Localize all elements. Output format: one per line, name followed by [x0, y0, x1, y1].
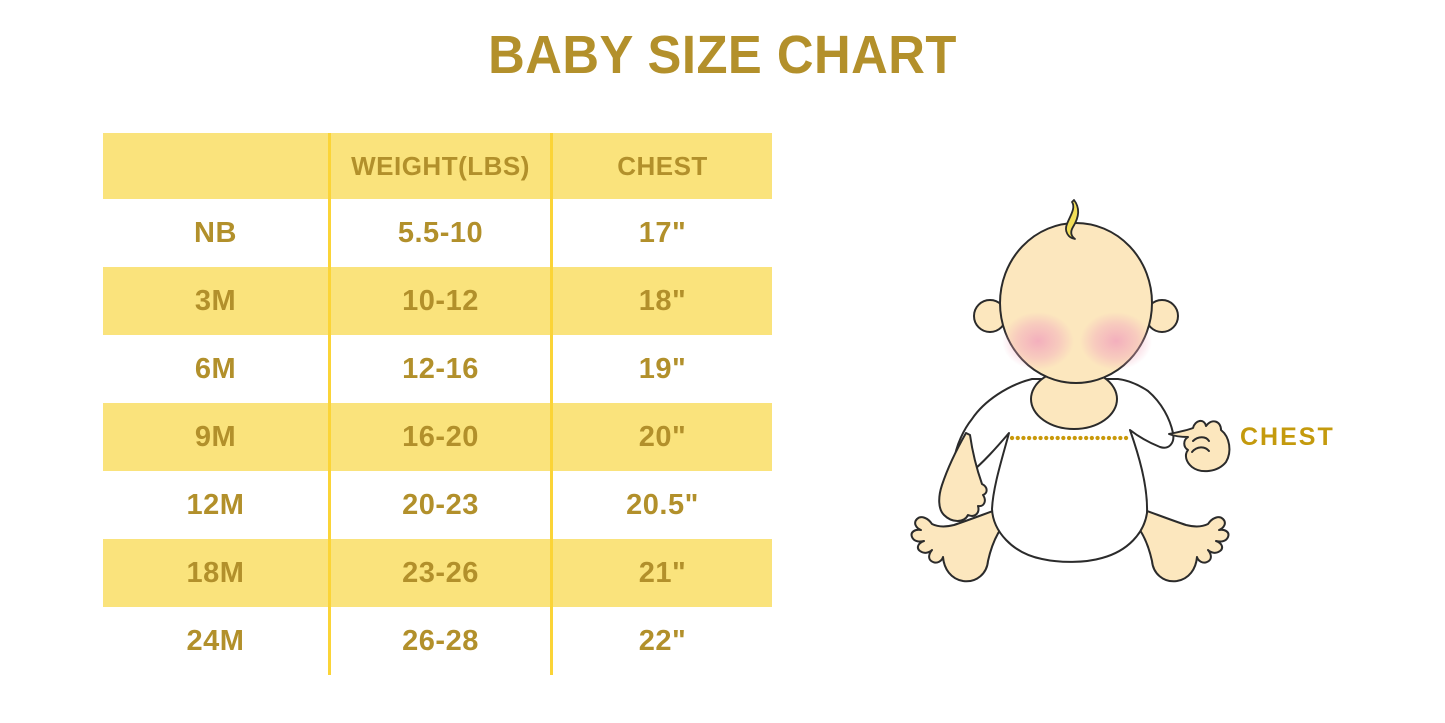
size-cell: 6M [194, 352, 237, 385]
chest-cell: 20.5" [550, 471, 772, 539]
chest-cell: 22" [550, 607, 772, 675]
size-cell: 3M [194, 284, 237, 317]
baby-right-leg [1125, 504, 1230, 583]
weight-cell: 12-16 [328, 335, 550, 403]
table-row: 3M 10-12 18" [103, 267, 772, 335]
size-cell: 18M [186, 556, 245, 589]
baby-fist-finger-lines [1191, 436, 1210, 453]
table-row: 12M 20-23 20.5" [103, 471, 772, 539]
baby-right-arm [1168, 420, 1231, 473]
size-cell: 9M [194, 420, 237, 453]
chest-cell: 20" [550, 403, 772, 471]
header-size-cell [103, 133, 328, 199]
chest-cell: 17" [550, 199, 772, 267]
baby-illustration [910, 199, 1231, 583]
weight-cell: 16-20 [328, 403, 550, 471]
size-cell: 24M [186, 624, 245, 657]
table-row: 6M 12-16 19" [103, 335, 772, 403]
table-row: 24M 26-28 22" [103, 607, 772, 675]
weight-cell: 26-28 [328, 607, 550, 675]
header-weight-cell: WEIGHT(LBS) [328, 133, 550, 199]
baby-left-leg [910, 504, 1015, 583]
baby-right-cheek-blush [1080, 312, 1152, 370]
weight-cell: 10-12 [328, 267, 550, 335]
baby-left-arm [938, 432, 988, 522]
page-title: BABY SIZE CHART [488, 25, 957, 85]
chest-cell: 18" [550, 267, 772, 335]
size-table: WEIGHT(LBS) CHEST NB 5.5-10 17" 3M 10-12… [103, 133, 772, 675]
weight-cell: 23-26 [328, 539, 550, 607]
weight-cell: 20-23 [328, 471, 550, 539]
weight-cell: 5.5-10 [328, 199, 550, 267]
size-cell: 12M [186, 488, 245, 521]
table-row: NB 5.5-10 17" [103, 199, 772, 267]
chest-cell: 19" [550, 335, 772, 403]
table-row: 9M 16-20 20" [103, 403, 772, 471]
baby-hair-curl [1065, 199, 1079, 240]
header-chest-cell: CHEST [550, 133, 772, 199]
size-table-body: NB 5.5-10 17" 3M 10-12 18" 6M 12-16 19" … [103, 199, 772, 675]
table-header-row: WEIGHT(LBS) CHEST [103, 133, 772, 199]
baby-left-cheek-blush [1002, 312, 1074, 370]
chest-measure-label: CHEST [1240, 423, 1335, 451]
size-cell: NB [194, 216, 237, 249]
table-row: 18M 23-26 21" [103, 539, 772, 607]
chest-cell: 21" [550, 539, 772, 607]
